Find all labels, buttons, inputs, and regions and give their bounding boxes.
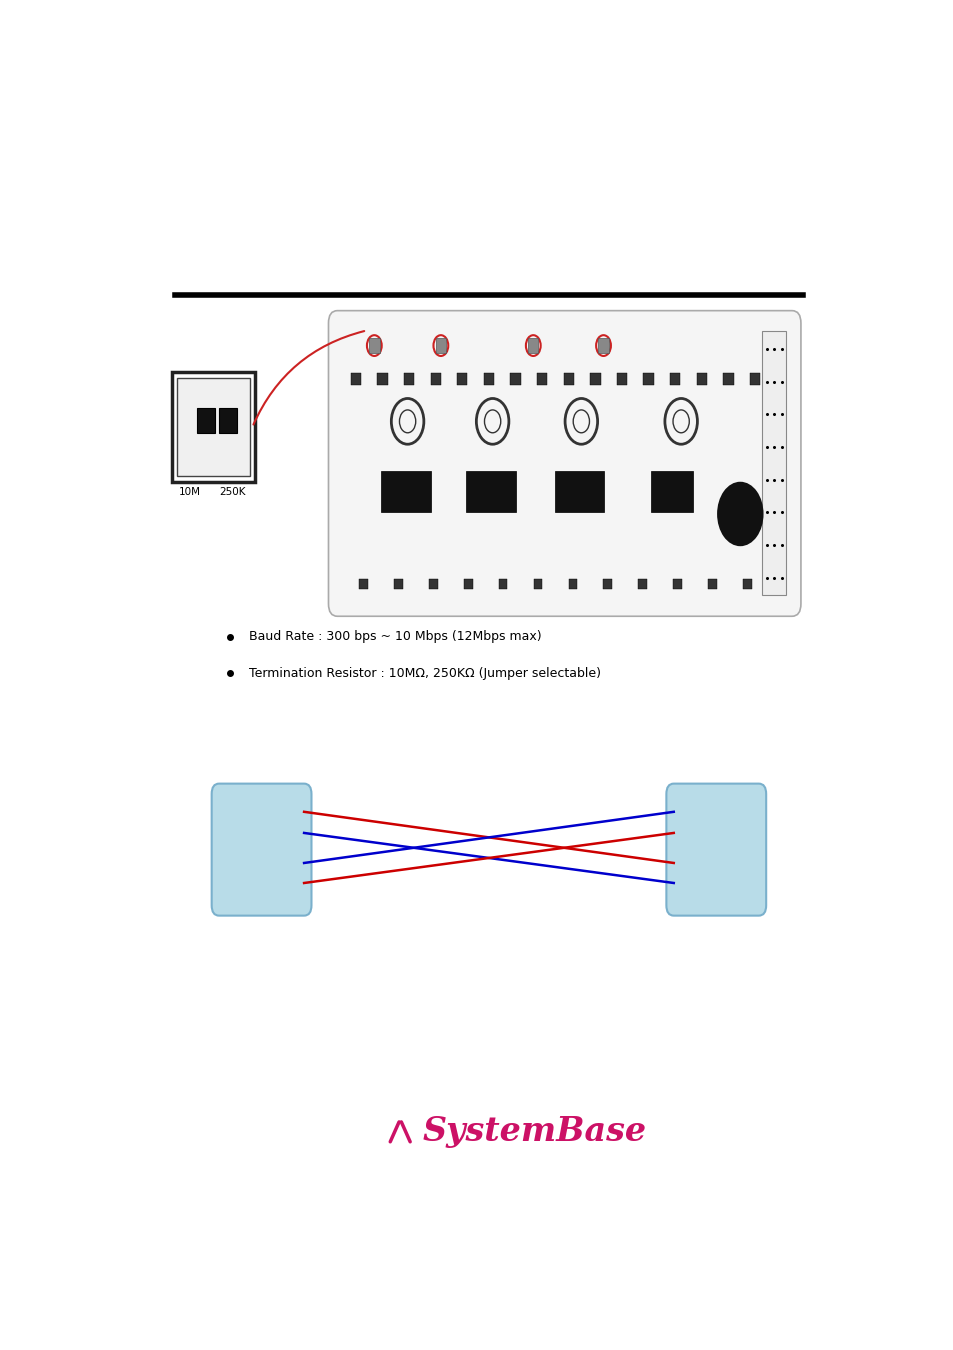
FancyBboxPatch shape	[742, 579, 751, 589]
FancyBboxPatch shape	[351, 373, 360, 386]
FancyBboxPatch shape	[430, 373, 440, 386]
FancyBboxPatch shape	[483, 373, 494, 386]
Text: TXD-: TXD-	[249, 828, 274, 838]
FancyBboxPatch shape	[603, 579, 612, 589]
FancyBboxPatch shape	[554, 471, 603, 512]
FancyBboxPatch shape	[528, 339, 537, 352]
FancyBboxPatch shape	[598, 339, 608, 352]
Text: TXD+: TXD+	[703, 807, 728, 817]
FancyBboxPatch shape	[749, 373, 760, 386]
FancyBboxPatch shape	[617, 373, 626, 386]
Text: TXD-: TXD-	[703, 828, 728, 838]
FancyBboxPatch shape	[568, 579, 577, 589]
FancyBboxPatch shape	[328, 310, 801, 616]
FancyBboxPatch shape	[722, 373, 733, 386]
Circle shape	[718, 483, 761, 545]
Text: RXD-: RXD-	[703, 878, 728, 888]
FancyBboxPatch shape	[436, 339, 446, 352]
Text: Baud Rate : 300 bps ~ 10 Mbps (12Mbps max): Baud Rate : 300 bps ~ 10 Mbps (12Mbps ma…	[249, 630, 540, 643]
FancyBboxPatch shape	[638, 579, 646, 589]
FancyBboxPatch shape	[650, 471, 692, 512]
FancyBboxPatch shape	[176, 378, 250, 477]
FancyBboxPatch shape	[510, 373, 520, 386]
FancyBboxPatch shape	[537, 373, 547, 386]
FancyBboxPatch shape	[707, 579, 717, 589]
FancyBboxPatch shape	[456, 373, 467, 386]
FancyBboxPatch shape	[590, 373, 600, 386]
FancyBboxPatch shape	[533, 579, 542, 589]
FancyBboxPatch shape	[358, 579, 367, 589]
FancyBboxPatch shape	[465, 471, 515, 512]
Text: TXD+: TXD+	[249, 807, 274, 817]
Text: RXD+: RXD+	[703, 859, 728, 868]
FancyBboxPatch shape	[197, 408, 214, 433]
FancyBboxPatch shape	[380, 471, 430, 512]
FancyBboxPatch shape	[376, 373, 387, 386]
FancyBboxPatch shape	[172, 373, 254, 482]
FancyBboxPatch shape	[394, 579, 402, 589]
Text: RXD-: RXD-	[249, 878, 274, 888]
FancyBboxPatch shape	[665, 783, 765, 915]
Text: 250K: 250K	[219, 487, 246, 497]
Text: Termination Resistor : 10MΩ, 250KΩ (Jumper selectable): Termination Resistor : 10MΩ, 250KΩ (Jump…	[249, 667, 600, 680]
FancyBboxPatch shape	[563, 373, 574, 386]
FancyBboxPatch shape	[403, 373, 414, 386]
FancyBboxPatch shape	[212, 783, 311, 915]
FancyBboxPatch shape	[463, 579, 472, 589]
Text: RXD+: RXD+	[249, 859, 274, 868]
FancyBboxPatch shape	[642, 373, 653, 386]
FancyBboxPatch shape	[673, 579, 681, 589]
FancyBboxPatch shape	[696, 373, 706, 386]
FancyBboxPatch shape	[428, 579, 437, 589]
FancyBboxPatch shape	[219, 408, 237, 433]
Text: SystemBase: SystemBase	[422, 1115, 646, 1149]
FancyBboxPatch shape	[669, 373, 679, 386]
FancyBboxPatch shape	[369, 339, 379, 352]
FancyBboxPatch shape	[498, 579, 507, 589]
FancyBboxPatch shape	[761, 332, 785, 595]
Text: 10M: 10M	[179, 487, 201, 497]
